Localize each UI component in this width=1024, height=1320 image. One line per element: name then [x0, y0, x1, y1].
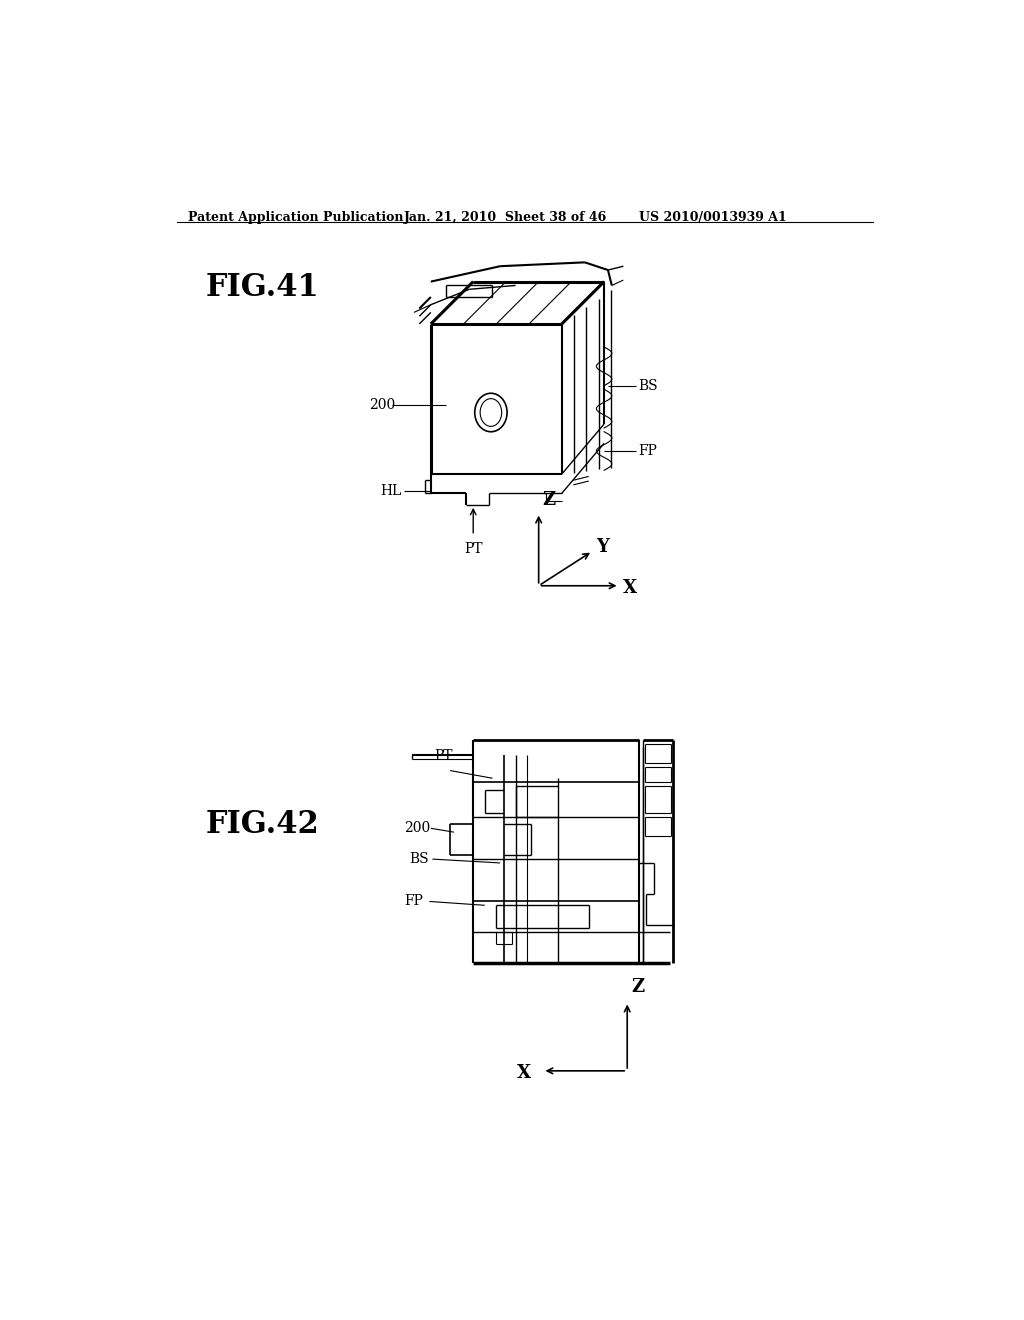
Text: X: X: [517, 1064, 531, 1082]
Text: BS: BS: [639, 379, 658, 392]
Text: Z: Z: [543, 491, 556, 508]
Text: Y: Y: [596, 539, 609, 556]
Text: X: X: [624, 579, 638, 597]
Text: HL: HL: [380, 484, 401, 498]
Text: 200: 200: [403, 821, 430, 836]
Text: FIG.42: FIG.42: [206, 809, 319, 840]
Text: FIG.41: FIG.41: [206, 272, 319, 304]
Text: US 2010/0013939 A1: US 2010/0013939 A1: [639, 211, 786, 224]
Text: PT: PT: [464, 543, 482, 556]
Text: BS: BS: [410, 853, 429, 866]
Text: 200: 200: [370, 397, 395, 412]
Text: Patent Application Publication: Patent Application Publication: [188, 211, 403, 224]
Text: FP: FP: [403, 895, 423, 908]
Text: Jan. 21, 2010  Sheet 38 of 46: Jan. 21, 2010 Sheet 38 of 46: [403, 211, 607, 224]
Text: Z: Z: [631, 978, 644, 997]
Text: PT: PT: [435, 748, 454, 763]
Text: FP: FP: [639, 444, 657, 458]
